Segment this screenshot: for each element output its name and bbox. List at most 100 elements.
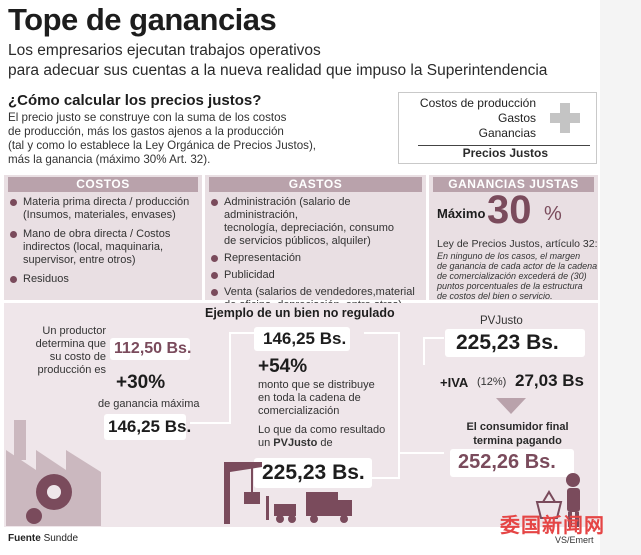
costos-item-text: (Insumos, materiales, envases)	[23, 209, 176, 221]
pvjusto-tag	[254, 458, 372, 488]
costos-column	[4, 175, 202, 300]
final-value: 252,26 Bs.	[458, 451, 556, 473]
law-note-line: puntos porcentuales de la estructura	[437, 281, 583, 291]
intro-line: más la ganancia (máximo 30% Art. 32).	[8, 153, 211, 166]
costos-item-text: indirectos (local, maquinaria,	[23, 241, 164, 253]
formula-row-profit: Ganancias	[478, 126, 536, 140]
plus-54-label-line: monto que se distribuye	[258, 379, 375, 391]
iva-pct: (12%)	[477, 376, 507, 388]
plus-30-label: de ganancia máxima	[98, 398, 200, 410]
law-note-line: de comercialización excederá de (30)	[437, 271, 587, 281]
gastos-item: Representación	[211, 252, 426, 265]
consumer-text: El consumidor final termina pagando	[460, 420, 575, 448]
gastos-item-text: de servicios públicos, alquiler)	[224, 235, 371, 247]
forklift-icon	[266, 496, 296, 523]
gastos-column	[205, 175, 426, 300]
costos-item: Mano de obra directa / Costos indirectos…	[10, 228, 200, 267]
result-label-line2: un PVJusto de	[258, 437, 333, 449]
result-label-line1: Lo que da como resultado	[258, 424, 386, 436]
factory-icon	[6, 420, 101, 526]
plus-54-value: +54%	[258, 356, 308, 377]
formula-row-expenses: Gastos	[497, 111, 536, 125]
result1-value: 146,25 Bs.	[108, 417, 192, 436]
logistics-icons	[224, 462, 352, 524]
shopper-icon	[535, 473, 580, 527]
result-label-prefix: un	[258, 437, 274, 449]
result-label-suffix: de	[317, 437, 333, 449]
intro-line: de producción, más los gastos ajenos a l…	[8, 125, 284, 138]
law-note-line: En ninguno de los casos, el margen	[437, 251, 581, 261]
plus-30-value: +30%	[116, 372, 166, 393]
gastos-heading: GASTOS	[209, 177, 422, 192]
bullet-icon	[10, 231, 17, 238]
plus-54-label-line: en toda la cadena de	[258, 392, 361, 404]
question-heading: ¿Cómo calcular los precios justos?	[8, 92, 262, 109]
formula-total: Precios Justos	[462, 146, 548, 160]
law-note-line: de costos del bien o servicio.	[437, 291, 553, 301]
producer-text-line: determina que	[35, 338, 106, 350]
costos-item-text: Materia prima directa / producción	[23, 196, 190, 208]
producer-text-line: su costo de	[49, 351, 106, 363]
formula-row-costs: Costos de producción	[419, 96, 536, 110]
ganancias-column	[429, 175, 598, 300]
costos-item-text: Mano de obra directa / Costos	[23, 228, 171, 240]
gastos-item: Publicidad	[211, 269, 426, 282]
crane-icon	[224, 462, 262, 524]
gastos-item-text: tecnología, depreciación, consumo	[224, 222, 394, 234]
mid-value-tag	[254, 327, 350, 351]
source-value: Sundde	[43, 533, 79, 544]
plus-54-label: monto que se distribuye en toda la caden…	[258, 379, 375, 418]
percent-sign: %	[544, 203, 562, 225]
source-label: Fuente	[8, 533, 41, 544]
mid-value: 146,25 Bs.	[263, 329, 347, 348]
pv-tag	[445, 329, 585, 357]
bullet-icon	[211, 289, 218, 296]
subtitle-line-2: para adecuar sus cuentas a la nueva real…	[8, 62, 548, 79]
cost-value: 112,50 Bs.	[114, 340, 192, 357]
producer-text-line: Un productor	[42, 325, 106, 337]
arrow-down-icon	[496, 398, 526, 414]
gastos-list: Administración (salario de administració…	[211, 196, 426, 312]
formula-sum-line	[418, 145, 590, 146]
gastos-item-text: Representación	[224, 252, 302, 264]
max-percent-value: 30	[487, 188, 532, 232]
costos-list: Materia prima directa / producción (Insu…	[10, 196, 200, 286]
page-title: Tope de ganancias	[8, 2, 277, 37]
plus-sign-icon	[560, 103, 570, 133]
costos-item: Residuos	[10, 273, 200, 286]
result-label-bold: PVJusto	[273, 437, 318, 449]
consumer-text-line: El consumidor final	[466, 421, 569, 433]
source-credit: Fuente Sundde	[8, 533, 78, 544]
costos-item-text: Residuos	[23, 273, 69, 285]
ganancias-heading: GANANCIAS JUSTAS	[433, 177, 594, 192]
iva-value: 27,03 Bs	[515, 371, 584, 390]
law-note-line: de ganancia de cada actor de la cadena	[437, 261, 598, 271]
pvjusto-value: 225,23 Bs.	[262, 461, 365, 484]
subtitle-line-1: Los empresarios ejecutan trabajos operat…	[8, 42, 321, 59]
pv-value: 225,23 Bs.	[456, 331, 559, 354]
watermark: 委国新闻网	[500, 515, 605, 537]
bullet-icon	[10, 276, 17, 283]
costos-item: Materia prima directa / producción (Insu…	[10, 196, 200, 222]
intro-line: El precio justo se construye con la suma…	[8, 111, 287, 124]
gastos-item: Administración (salario de administració…	[211, 196, 426, 248]
law-reference: Ley de Precios Justos, artículo 32:	[437, 238, 598, 250]
truck-icon	[306, 492, 352, 523]
costos-item-text: supervisor, entre otros)	[23, 254, 136, 266]
gastos-item-text: Venta (salarios de vendedores,material	[224, 286, 415, 298]
intro-line: (tal y como lo establece la Ley Orgánica…	[8, 139, 317, 152]
cost-tag	[110, 338, 190, 360]
bullet-icon	[211, 255, 218, 262]
bullet-icon	[211, 199, 218, 206]
pv-head: PVJusto	[480, 315, 523, 327]
gastos-item-text: Publicidad	[224, 269, 275, 281]
plus-54-label-line: comercialización	[258, 405, 340, 417]
consumer-text-line: termina pagando	[473, 435, 562, 447]
gastos-item-text: Administración (salario de administració…	[224, 196, 351, 221]
iva-label: +IVA	[440, 375, 469, 390]
producer-description: Un productor determina que su costo de p…	[30, 325, 106, 377]
bullet-icon	[211, 272, 218, 279]
bullet-icon	[10, 199, 17, 206]
costos-heading: COSTOS	[8, 177, 198, 192]
author-credit: VS/Emert	[555, 535, 594, 545]
